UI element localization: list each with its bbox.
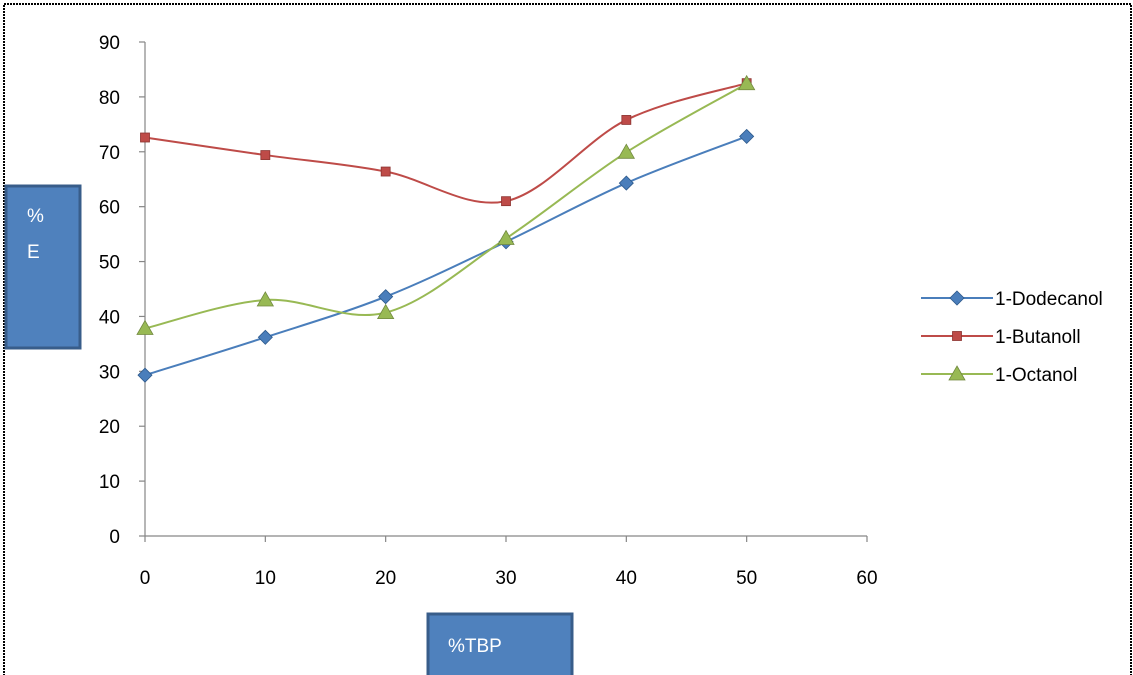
y-tick-label: 80: [99, 88, 120, 109]
data-point: [621, 115, 632, 125]
y-tick-label: 30: [99, 362, 120, 383]
data-point: [376, 303, 395, 320]
x-axis-label-box: %TBP: [426, 612, 574, 675]
legend-item: 1-Butanoll: [921, 327, 1081, 348]
y-tick-label: 0: [109, 527, 120, 548]
legend-marker: [949, 290, 965, 306]
legend-label: 1-Butanoll: [995, 327, 1081, 348]
legend-marker: [948, 365, 966, 381]
y-axis-label-line-2: E: [27, 242, 40, 263]
data-point: [136, 319, 154, 335]
y-tick-label: 40: [99, 307, 120, 328]
y-tick-label: 10: [99, 472, 120, 493]
data-point: [378, 289, 394, 305]
legend-item: 1-Dodecanol: [921, 289, 1103, 310]
x-tick-label: 10: [255, 568, 276, 589]
x-tick-label: 30: [495, 568, 516, 589]
y-tick-label: 20: [99, 417, 120, 438]
data-point: [260, 150, 271, 160]
legend-item: 1-Octanol: [921, 365, 1077, 386]
series-1-dodecanol: [137, 128, 755, 383]
y-axis-label-box: % E: [4, 184, 82, 350]
legend-marker: [952, 331, 962, 341]
y-tick-label: 60: [99, 198, 120, 219]
data-point: [739, 128, 755, 144]
series-line: [144, 135, 748, 377]
y-axis-ticks: 0 10 20 30 40 50 60 70 80 90: [99, 33, 145, 548]
legend: 1-Dodecanol 1-Butanoll 1-Octanol: [921, 289, 1103, 386]
x-axis-label: %TBP: [448, 636, 502, 657]
y-axis-label-line-1: %: [27, 206, 44, 227]
x-tick-label: 60: [856, 568, 877, 589]
data-point: [256, 291, 275, 307]
chart-border: [3, 3, 1132, 675]
y-tick-label: 90: [99, 33, 120, 54]
data-point: [140, 132, 150, 143]
legend-label: 1-Dodecanol: [995, 289, 1103, 310]
data-point: [501, 196, 511, 207]
series-line: [144, 82, 748, 330]
data-point: [257, 329, 273, 345]
x-tick-label: 50: [736, 568, 757, 589]
data-point: [380, 166, 391, 177]
data-point: [497, 229, 515, 245]
data-point: [617, 143, 636, 159]
series-line: [144, 82, 747, 204]
x-tick-label: 40: [616, 568, 637, 589]
legend-label: 1-Octanol: [995, 365, 1077, 386]
y-tick-label: 50: [99, 253, 120, 274]
data-point: [137, 367, 153, 383]
series-1-octanol: [136, 74, 756, 335]
series-layer: [136, 74, 756, 383]
x-tick-label: 0: [140, 568, 151, 589]
x-tick-label: 20: [375, 568, 396, 589]
y-tick-label: 70: [99, 143, 120, 164]
data-point: [737, 74, 756, 91]
x-axis-ticks: 0 10 20 30 40 50 60: [140, 536, 878, 589]
data-point: [618, 175, 634, 191]
